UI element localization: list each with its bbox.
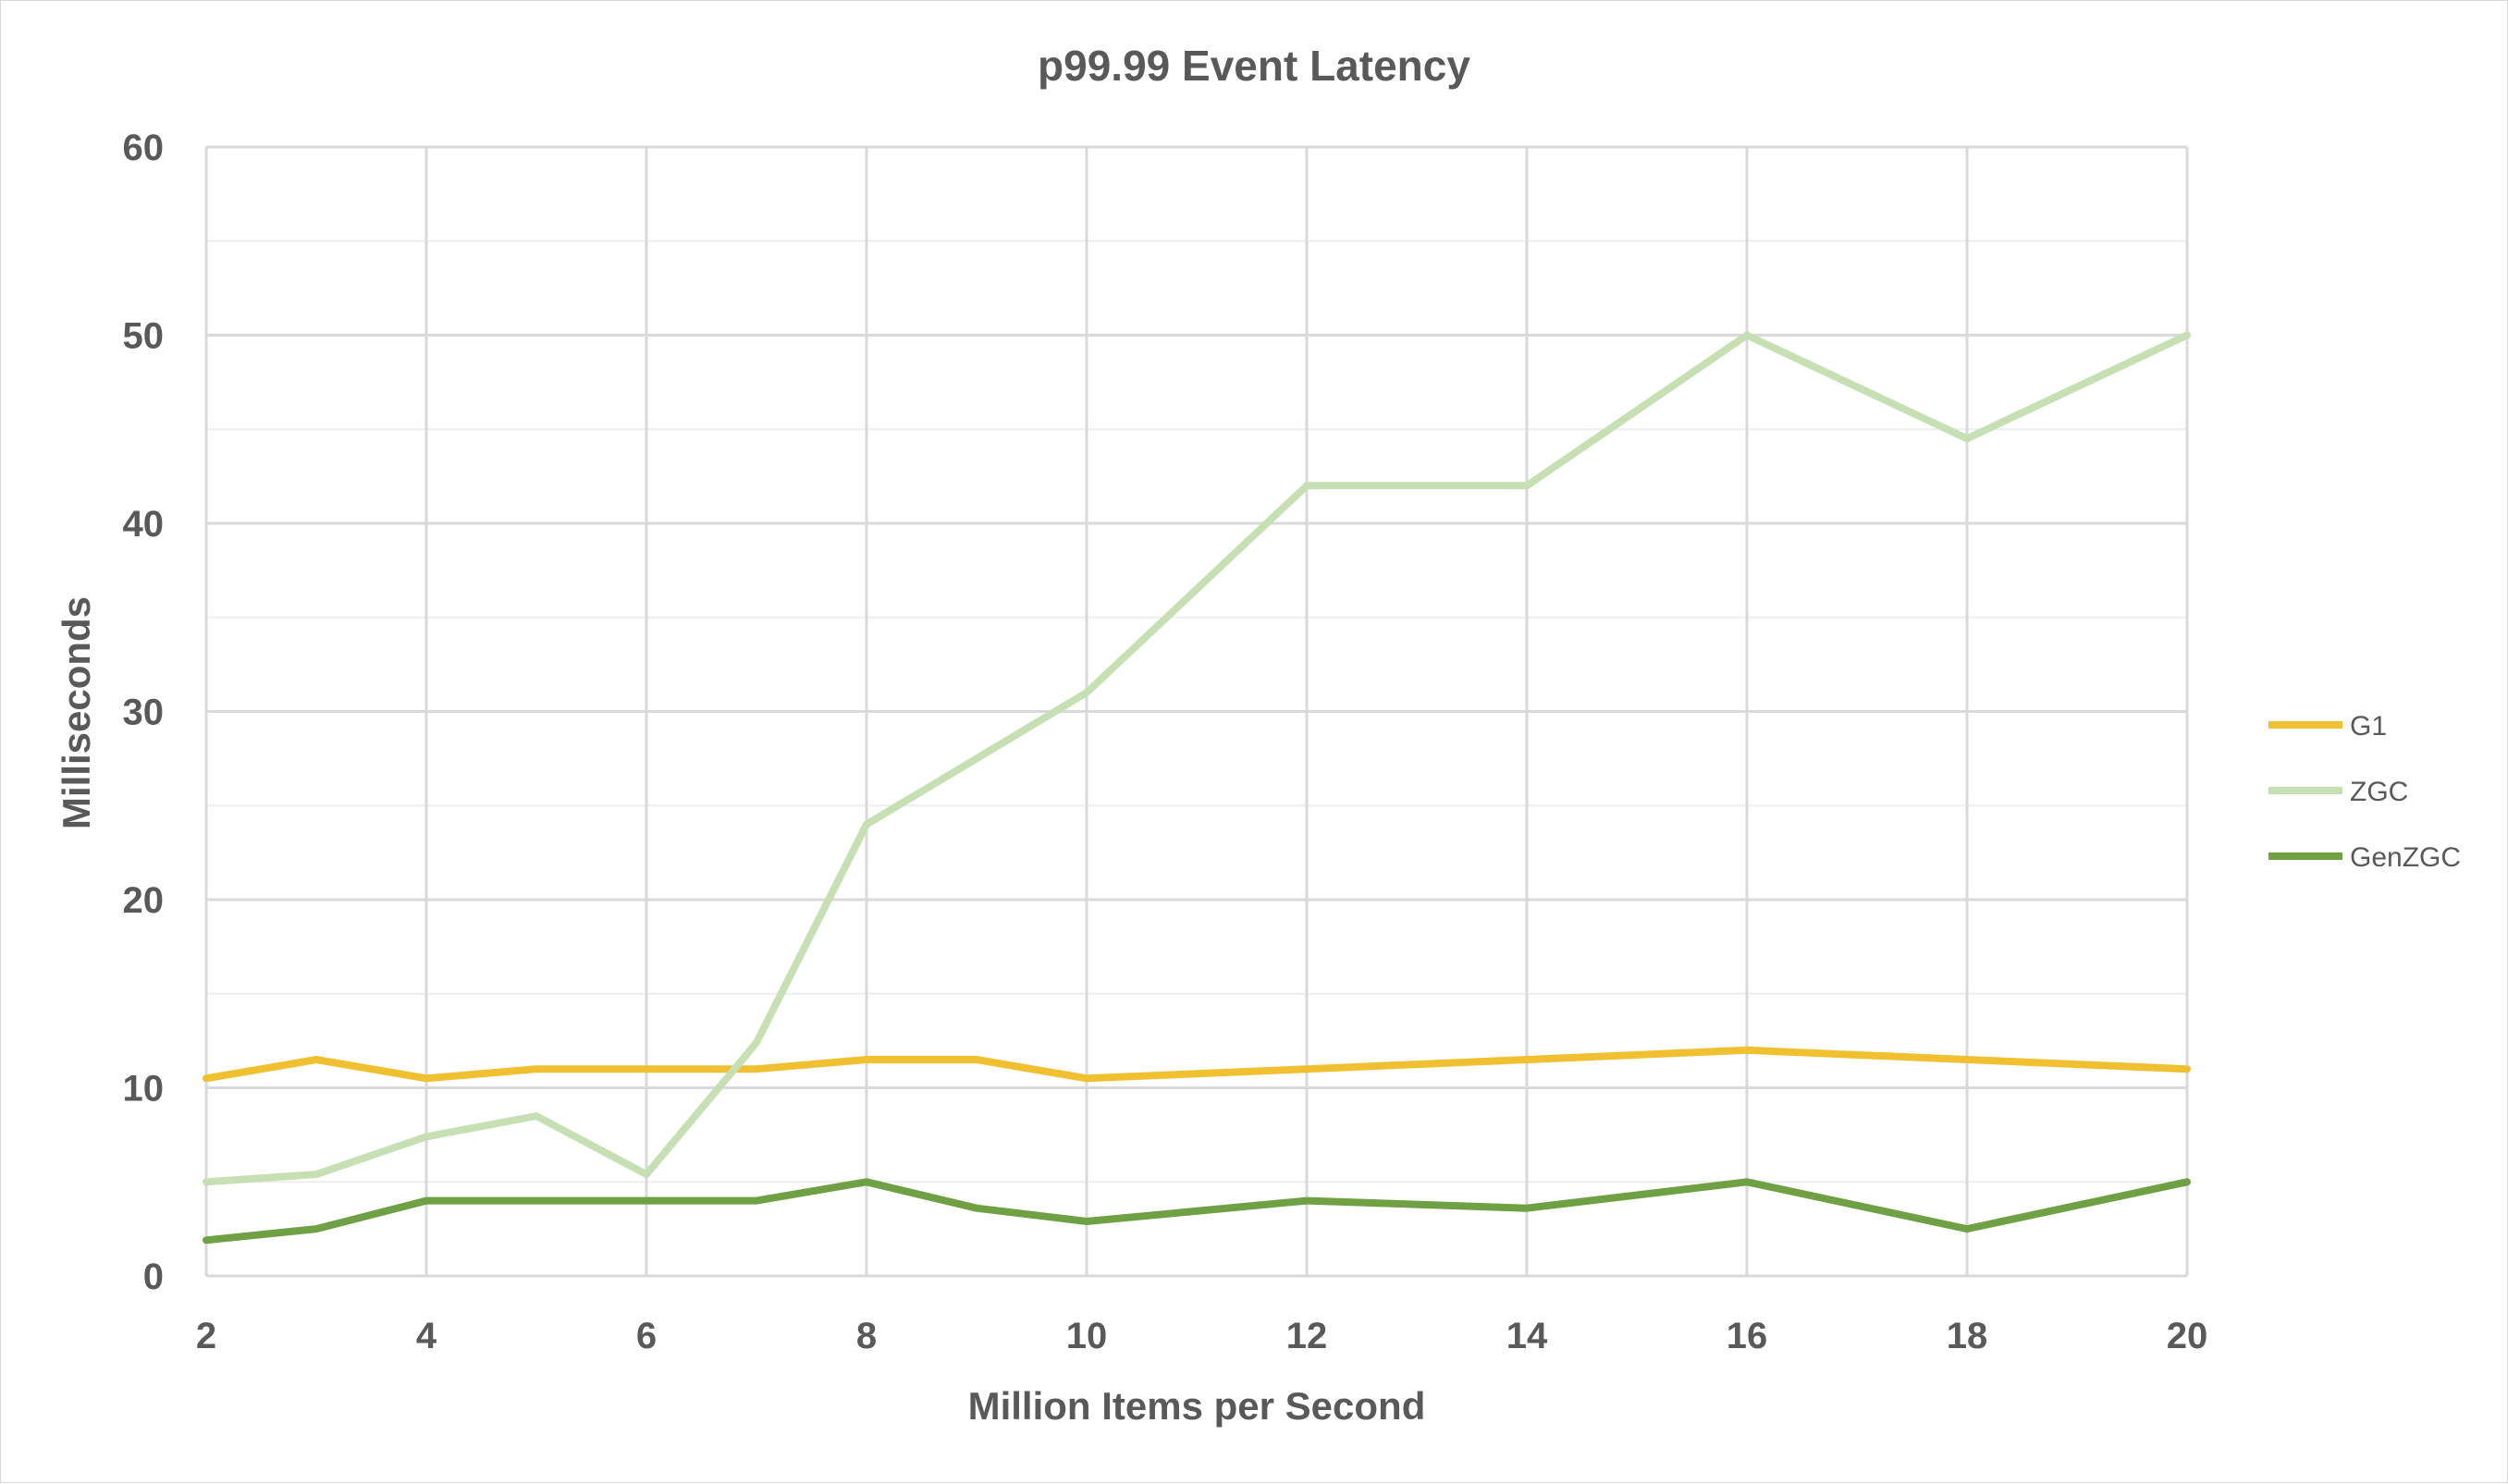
legend-label-zgc: ZGC [2350,777,2408,807]
x-tick-label: 18 [1947,1316,1988,1356]
x-tick-label: 6 [636,1316,657,1356]
x-tick-label: 20 [2167,1316,2208,1356]
x-tick-label: 12 [1286,1316,1328,1356]
x-tick-label: 14 [1506,1316,1548,1356]
y-axis-title: Milliseconds [55,596,98,829]
gridlines [204,145,2189,1278]
x-tick-label: 16 [1727,1316,1768,1356]
x-tick-label: 2 [196,1316,216,1356]
x-axis-tick-labels: 2 4 6 8 10 12 14 16 18 20 [196,1316,2207,1356]
y-tick-label: 40 [123,504,165,545]
series-lines [203,331,2191,1245]
y-axis-tick-labels: 0 10 20 30 40 50 60 [123,128,165,1297]
chart-title: p99.99 Event Latency [1038,42,1470,90]
x-tick-label: 10 [1066,1316,1108,1356]
series-line-genzgc [203,1178,2191,1245]
legend-label-genzgc: GenZGC [2350,842,2461,873]
series-line-g1 [203,1046,2191,1083]
series-line-zgc [203,331,2191,1186]
legend-label-g1: G1 [2350,711,2387,742]
x-tick-label: 4 [416,1316,437,1356]
y-tick-label: 10 [123,1069,165,1110]
x-tick-label: 8 [856,1316,877,1356]
legend: G1 ZGC GenZGC [2268,711,2461,873]
y-tick-label: 50 [123,316,165,357]
y-tick-label: 60 [123,128,165,168]
y-tick-label: 30 [123,693,165,733]
x-axis-title: Million Items per Second [968,1384,1426,1428]
y-tick-label: 0 [143,1257,164,1297]
y-tick-label: 20 [123,880,165,921]
